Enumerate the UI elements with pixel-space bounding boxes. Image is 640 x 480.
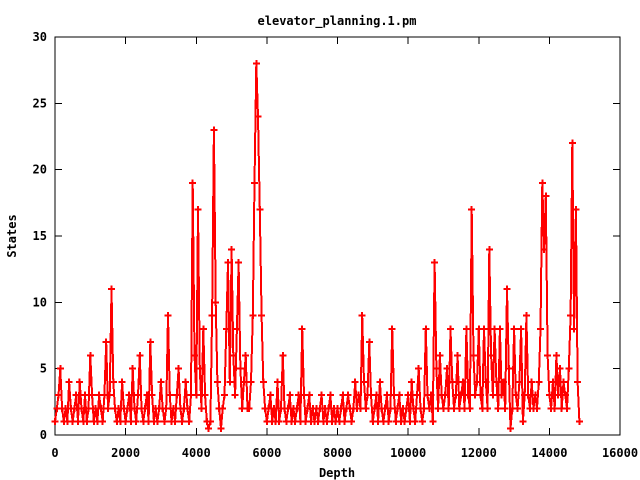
x-tick-label: 2000 — [111, 446, 140, 460]
y-tick-label: 15 — [33, 229, 47, 243]
y-tick-label: 30 — [33, 30, 47, 44]
y-tick-label: 5 — [40, 362, 47, 376]
y-tick-label: 10 — [33, 295, 47, 309]
chart-title: elevator_planning.1.pm — [258, 14, 417, 29]
x-tick-label: 14000 — [531, 446, 567, 460]
x-tick-label: 0 — [51, 446, 58, 460]
y-tick-label: 20 — [33, 163, 47, 177]
series-line — [54, 63, 581, 433]
y-tick-label: 25 — [33, 96, 47, 110]
x-tick-label: 10000 — [390, 446, 426, 460]
y-axis-label: States — [5, 214, 19, 257]
x-tick-label: 8000 — [323, 446, 352, 460]
series-markers — [51, 60, 583, 432]
x-axis-label: Depth — [319, 466, 355, 480]
x-tick-label: 4000 — [182, 446, 211, 460]
x-tick-label: 12000 — [461, 446, 497, 460]
x-tick-label: 6000 — [252, 446, 281, 460]
y-tick-label: 0 — [40, 428, 47, 442]
x-tick-label: 16000 — [602, 446, 638, 460]
